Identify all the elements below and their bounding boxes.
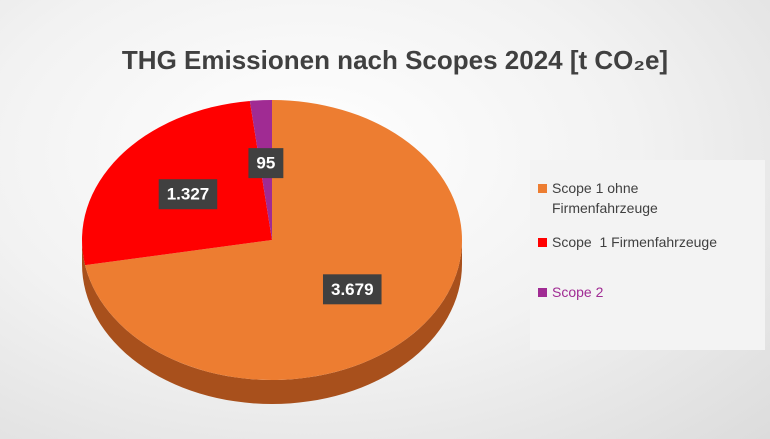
data-label: 1.327 xyxy=(158,179,218,210)
legend-swatch xyxy=(538,238,547,247)
data-label: 95 xyxy=(248,148,284,179)
legend-item: Scope 2 xyxy=(538,282,757,302)
data-label: 3.679 xyxy=(322,274,382,305)
legend-label: Scope 1 Firmenfahrzeuge xyxy=(552,234,717,250)
data-label-text: 3.679 xyxy=(331,280,374,299)
legend-label: Scope 1 ohne Firmenfahrzeuge xyxy=(552,180,658,216)
pie-side xyxy=(82,240,462,404)
data-label-text: 95 xyxy=(256,154,275,173)
chart-title: THG Emissionen nach Scopes 2024 [t CO₂e] xyxy=(122,45,668,75)
legend: Scope 1 ohne Firmenfahrzeuge Scope 1 Firm… xyxy=(530,160,765,350)
data-label-box xyxy=(248,148,284,179)
data-label-box xyxy=(322,274,382,305)
legend-label: Scope 2 xyxy=(552,284,604,300)
data-label-box xyxy=(158,179,218,210)
legend-item: Scope 1 ohne Firmenfahrzeuge xyxy=(538,178,757,218)
data-label-text: 1.327 xyxy=(167,185,210,204)
legend-item: Scope 1 Firmenfahrzeuge xyxy=(538,232,757,252)
legend-swatch xyxy=(538,288,547,297)
pie-slice xyxy=(85,100,462,381)
legend-swatch xyxy=(538,184,547,193)
